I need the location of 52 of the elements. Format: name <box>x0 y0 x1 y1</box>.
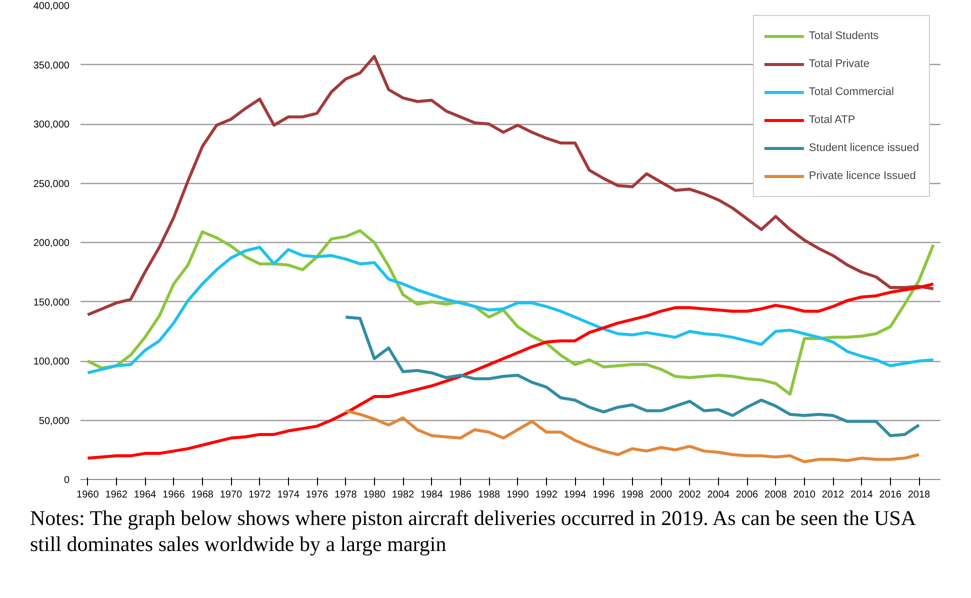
x-tick-label: 1986 <box>449 490 472 500</box>
x-tick-label: 1982 <box>392 490 415 500</box>
x-tick-label: 2016 <box>879 490 902 500</box>
legend-label: Total Private <box>808 58 870 70</box>
x-tick-label: 1970 <box>220 490 243 500</box>
y-tick-label: 150,000 <box>33 297 70 308</box>
x-tick-label: 1990 <box>506 490 530 500</box>
x-tick-label: 2010 <box>793 490 816 500</box>
x-tick-label: 2014 <box>850 490 874 500</box>
y-tick-label: 300,000 <box>33 120 70 130</box>
x-tick-label: 1966 <box>162 490 186 500</box>
x-tick-label: 1960 <box>76 490 100 500</box>
x-tick-label: 1968 <box>191 490 214 500</box>
line-series <box>86 246 935 374</box>
x-tick-label: 1996 <box>592 490 616 500</box>
y-tick-label: 400,000 <box>33 1 70 12</box>
x-tick-label: 1974 <box>277 490 300 500</box>
legend-label: Private licence Issued <box>808 170 916 182</box>
y-tick-label: 350,000 <box>33 60 70 72</box>
legend-label: Student licence issued <box>808 142 919 154</box>
x-tick-label: 2006 <box>736 490 759 500</box>
x-tick-label: 2000 <box>650 490 673 500</box>
line-series <box>344 409 920 464</box>
y-tick-label: 100,000 <box>33 356 70 368</box>
x-tick-label: 1988 <box>478 490 501 500</box>
line-series <box>344 316 920 438</box>
legend-label: Total Students <box>808 30 879 42</box>
x-tick-label: 1984 <box>420 490 444 500</box>
x-tick-label: 1992 <box>535 490 558 500</box>
x-tick-label: 2012 <box>822 490 845 500</box>
y-tick-label: 0 <box>64 475 70 486</box>
x-tick-label: 2004 <box>707 490 730 500</box>
y-tick-label: 200,000 <box>33 238 70 249</box>
legend-label: Total Commercial <box>808 86 894 98</box>
x-tick-label: 1976 <box>306 490 329 500</box>
x-tick-label: 1980 <box>363 490 386 500</box>
x-tick-label: 1978 <box>334 490 358 500</box>
x-tick-label: 1994 <box>564 490 587 500</box>
x-tick-label: 2008 <box>764 490 788 500</box>
x-tick-label: 1964 <box>134 490 157 500</box>
x-tick-label: 1998 <box>621 490 644 500</box>
text: Notes: The graph below shows where piston aircraft deliveries occurred in 2019. As can be seen the USA still dominates sales worldwide by a large margin <box>30 505 916 558</box>
line-series <box>86 229 935 396</box>
x-tick-label: 2002 <box>678 490 702 500</box>
line-series <box>86 54 935 316</box>
x-tick-label: 1972 <box>248 490 272 500</box>
x-tick-label: 2018 <box>908 490 931 500</box>
y-tick-label: 50,000 <box>38 416 70 427</box>
legend-label: Total ATP <box>808 114 856 126</box>
y-tick-label: 250,000 <box>33 178 70 190</box>
x-tick-label: 1962 <box>105 490 128 500</box>
line-series <box>86 282 935 460</box>
